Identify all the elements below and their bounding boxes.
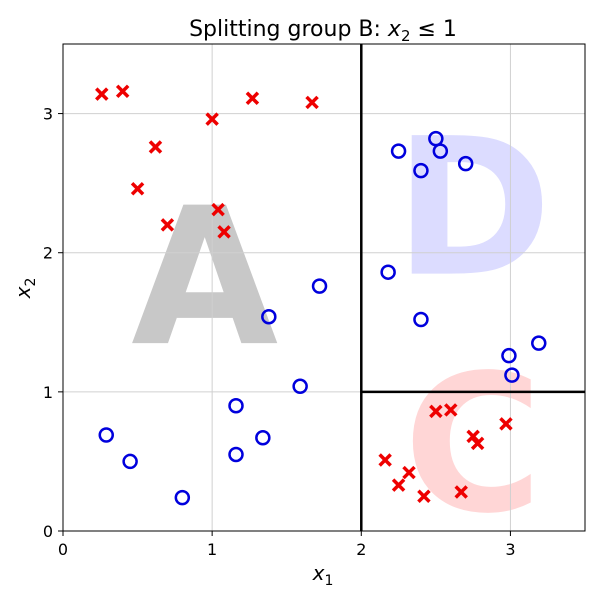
cross-point: [205, 112, 219, 126]
cross-point: [130, 181, 145, 196]
circle-point: [122, 453, 138, 470]
circle-point: [228, 446, 244, 463]
split-lines: [360, 44, 585, 531]
cross-point: [245, 91, 260, 106]
circle-point: [432, 143, 449, 159]
y-axis-label: x2: [11, 278, 39, 300]
cross-point: [115, 84, 130, 99]
x-tick-label: 0: [58, 540, 68, 559]
circle-point: [413, 311, 429, 328]
x-tick-label: 1: [207, 540, 217, 559]
y-tick-label: 1: [43, 383, 53, 402]
cross-point: [466, 429, 480, 444]
circle-point: [380, 264, 396, 280]
data-points: [95, 84, 547, 506]
cross-point: [499, 417, 513, 431]
y-tick-label: 2: [43, 244, 53, 263]
circle-point: [457, 155, 474, 172]
cross-point: [470, 436, 485, 451]
circle-point: [98, 427, 115, 443]
x-tick-label: 3: [505, 540, 515, 559]
cross-point: [148, 140, 163, 154]
circle-point: [292, 378, 308, 395]
circle-point: [255, 430, 271, 446]
cross-point: [417, 489, 431, 503]
chart-title: Splitting group B: x2 ≤ 1: [189, 17, 457, 45]
region-label-a: A: [131, 167, 278, 388]
circle-point: [390, 143, 407, 159]
region-label-d: D: [394, 98, 552, 319]
cross-point: [211, 202, 225, 217]
cross-point: [160, 218, 175, 232]
y-tick-label: 0: [43, 522, 53, 541]
circle-point: [504, 367, 520, 383]
cross-point: [454, 485, 468, 499]
y-tick-label: 3: [43, 105, 53, 124]
cross-point: [378, 453, 392, 467]
circle-point: [311, 278, 328, 294]
region-letters: A DC: [131, 98, 552, 556]
circle-point: [174, 489, 191, 506]
region-label-c: C: [403, 334, 542, 555]
cross-point: [305, 95, 319, 110]
plot-frame: [62, 43, 586, 532]
circle-point: [531, 335, 547, 351]
circle-point: [501, 347, 517, 364]
circle-point: [413, 162, 429, 179]
axis-ticks: 0 1 2 3 0 1 2 3: [43, 105, 516, 559]
circle-point: [261, 308, 277, 325]
cross-point: [429, 404, 443, 419]
cross-point: [217, 225, 231, 239]
cross-point: [402, 465, 416, 480]
cross-point: [444, 403, 458, 417]
cross-point: [391, 478, 406, 492]
x-axis-label: x1: [312, 561, 334, 589]
x-tick-label: 2: [356, 540, 366, 559]
cross-point: [95, 87, 109, 101]
circle-point: [228, 398, 244, 414]
